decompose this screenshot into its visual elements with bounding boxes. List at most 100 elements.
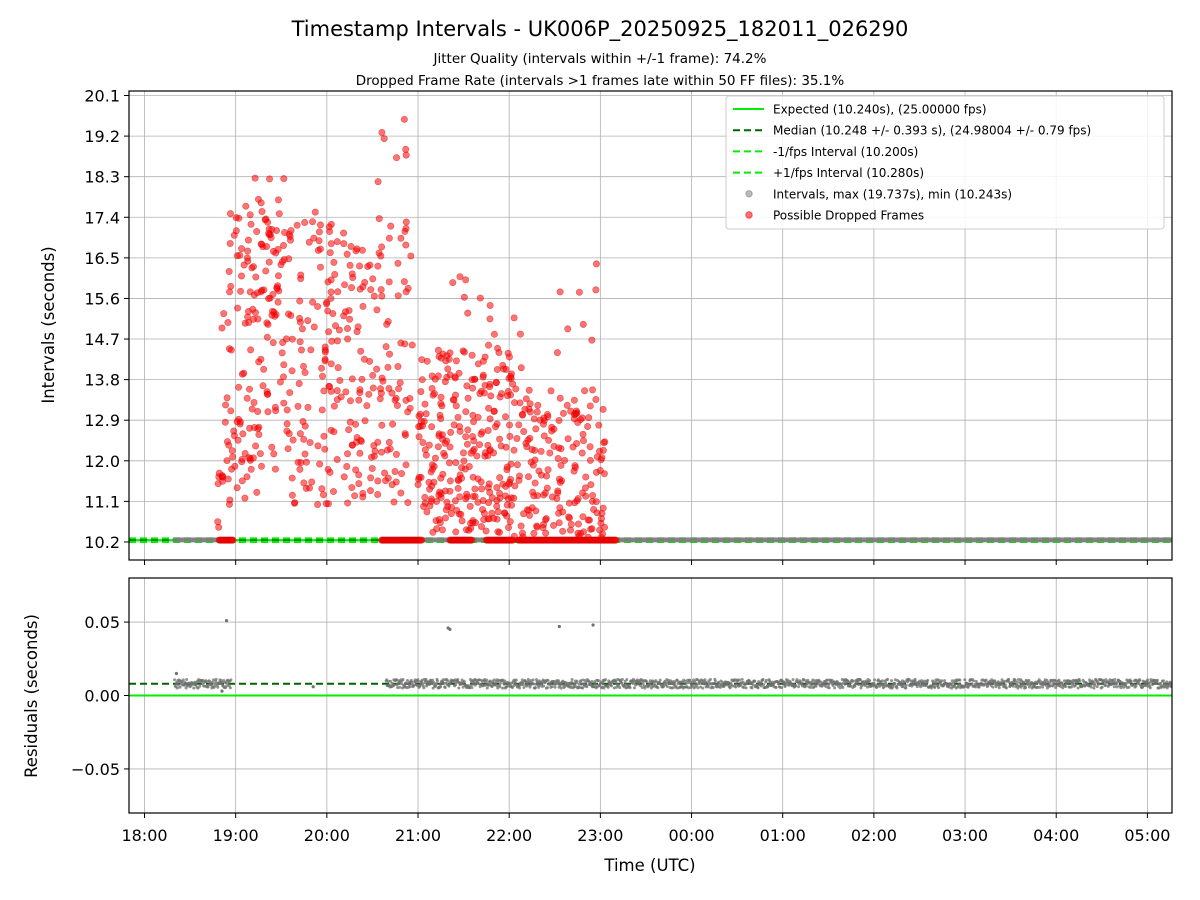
dropped-frame-point (260, 365, 268, 373)
residual-point (926, 678, 930, 682)
dropped-frame-point (367, 286, 375, 294)
dropped-frame-point (222, 401, 230, 409)
dropped-frame-point (524, 436, 532, 444)
dropped-frame-point (592, 395, 600, 403)
dropped-frame-point (474, 360, 482, 368)
dropped-frame-point (531, 479, 539, 487)
dropped-frame-point (309, 298, 317, 306)
dropped-frame-point (328, 337, 336, 345)
residual-point (1169, 681, 1172, 685)
dropped-frame-point (360, 355, 368, 363)
dropped-frame-point (485, 499, 493, 507)
dropped-frame-point (388, 481, 396, 489)
residual-point (703, 678, 707, 682)
bottom-panel-points (173, 618, 1172, 693)
residual-point (671, 686, 675, 690)
residual-point (550, 685, 554, 689)
dropped-frame-point (348, 375, 356, 383)
residual-point (791, 678, 795, 682)
dropped-frame-point (361, 417, 369, 425)
dropped-frame-point (355, 480, 363, 488)
residual-point (762, 683, 766, 687)
dropped-frame-point (469, 519, 477, 527)
residual-point (422, 686, 426, 690)
dropped-frame-point (314, 501, 322, 509)
dropped-frame-point (586, 402, 594, 410)
dropped-frame-point (274, 282, 282, 290)
dropped-frame-point (378, 421, 386, 429)
dropped-frame-point (536, 416, 544, 424)
dropped-frame-point (276, 378, 284, 386)
residual-point (933, 685, 937, 689)
dropped-frame-point (477, 430, 485, 438)
dropped-frame-point (331, 322, 339, 330)
dropped-frame-point (422, 410, 430, 418)
residual-point (1146, 678, 1150, 682)
residual-point (559, 686, 563, 690)
dropped-frame-point (445, 355, 453, 363)
dropped-frame-point (506, 432, 514, 440)
dropped-frame-point (238, 477, 246, 485)
dropped-frame-point (520, 428, 528, 436)
dropped-frame-point (553, 349, 561, 357)
residual-point (1029, 683, 1033, 687)
dropped-frame-point (269, 339, 277, 347)
dropped-frame-point (311, 208, 319, 216)
dropped-frame-point (265, 230, 273, 238)
dropped-frame-point (592, 498, 600, 506)
top-y-tick-label: 19.2 (84, 127, 120, 146)
dropped-frame-point (402, 461, 410, 469)
dropped-frame-point (564, 435, 572, 443)
dropped-frame-point (397, 234, 405, 242)
dropped-frame-point (550, 442, 558, 450)
dropped-frame-point (250, 424, 258, 432)
dropped-frame-point (525, 506, 533, 514)
residual-point (439, 685, 443, 689)
residual-point (1093, 682, 1097, 686)
residual-point (1100, 685, 1104, 689)
dropped-frame-point (370, 292, 378, 300)
residual-point (740, 677, 744, 681)
dropped-frame-point (373, 365, 381, 373)
residual-point (1015, 680, 1019, 684)
dropped-frame-point (288, 491, 296, 499)
residual-point (1041, 685, 1045, 689)
legend-label: Median (10.248 +/- 0.393 s), (24.98004 +… (773, 124, 1091, 138)
dropped-frame-point (452, 357, 460, 365)
residual-point (498, 681, 502, 685)
residual-point (1003, 683, 1007, 687)
dropped-frame-point (218, 324, 226, 332)
dropped-frame-point (363, 402, 371, 410)
dropped-frame-point (550, 521, 558, 529)
dropped-frame-point (430, 390, 438, 398)
top-y-tick-label: 17.4 (84, 208, 120, 227)
dropped-frame-point (343, 462, 351, 470)
dropped-frame-point (452, 402, 460, 410)
dropped-frame-point (392, 450, 400, 458)
dropped-frame-point (492, 378, 500, 386)
dropped-frame-point (512, 385, 520, 393)
dropped-frame-point (343, 325, 351, 333)
dropped-frame-point (247, 465, 255, 473)
dropped-frame-point (398, 470, 406, 478)
dropped-frame-point (280, 241, 288, 249)
dropped-frame-point (238, 272, 246, 280)
residual-point (970, 682, 974, 686)
residual-point (192, 686, 196, 690)
residual-point (797, 685, 801, 689)
dropped-frame-point (225, 441, 233, 449)
dropped-frame-point (352, 247, 360, 255)
dropped-frame-point (559, 527, 567, 535)
dropped-frame-point (296, 338, 304, 346)
dropped-frame-point (225, 268, 233, 276)
dropped-frame-point (280, 399, 288, 407)
dropped-frame-point (265, 258, 273, 266)
dropped-frame-point (570, 396, 578, 404)
residual-point (624, 683, 628, 687)
dropped-frame-point (327, 294, 335, 302)
dropped-frame-point (244, 247, 252, 255)
dropped-frame-point (555, 416, 563, 424)
dropped-frame-point (419, 422, 427, 430)
residual-point (1155, 678, 1159, 682)
dropped-frame-point (525, 405, 533, 413)
